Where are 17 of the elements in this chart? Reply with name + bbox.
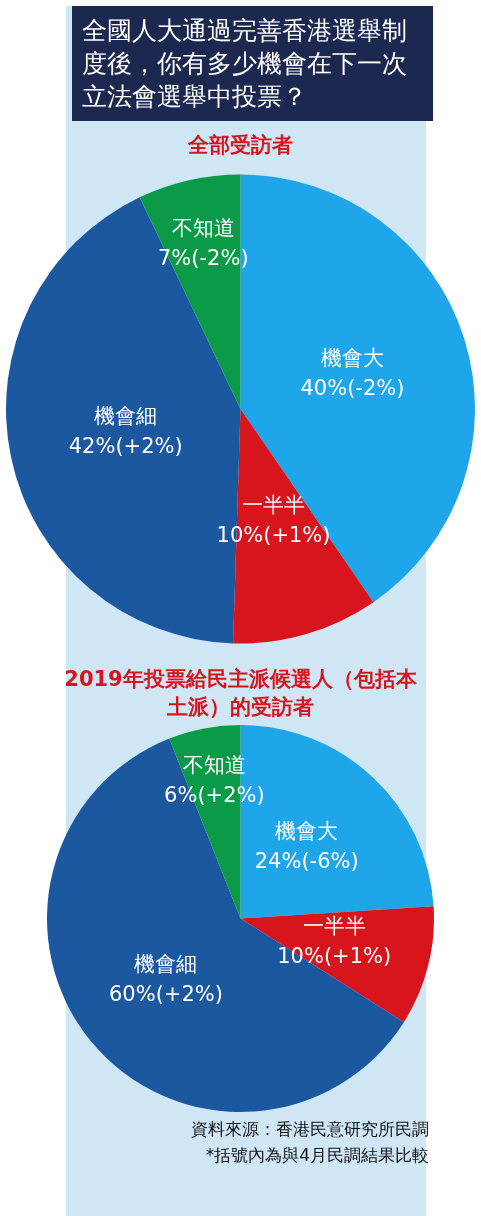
data-label: 40%(-2%) [300,375,405,400]
source-note: 資料來源：香港民意研究所民調 [190,1118,430,1141]
chart-subtitle: 全部受訪者 [187,132,294,159]
data-label: 60%(+2%) [108,981,223,1006]
data-label: 42%(+2%) [68,434,183,459]
slice-label: 一半半 [242,492,306,517]
data-label: 6%(+2%) [164,783,265,808]
data-label: 24%(-6%) [254,849,359,874]
slice-label: 機會大 [275,819,339,844]
chart-title: 全國人大通過完善香港選舉制度後，你有多少機會在下一次立法會選舉中投票？ [72,6,433,121]
slice-label: 機會細 [134,951,198,976]
slice-label: 機會細 [94,404,158,429]
slice-label: 機會大 [320,345,384,370]
slice-label: 不知道 [171,215,235,240]
text: *括號內為與4月民調結果比較 [204,1144,430,1167]
chart-title: 2019年投票給民主派候選人（包括本土派）的受訪者 [63,666,418,721]
slice-label: 一半半 [302,914,366,939]
